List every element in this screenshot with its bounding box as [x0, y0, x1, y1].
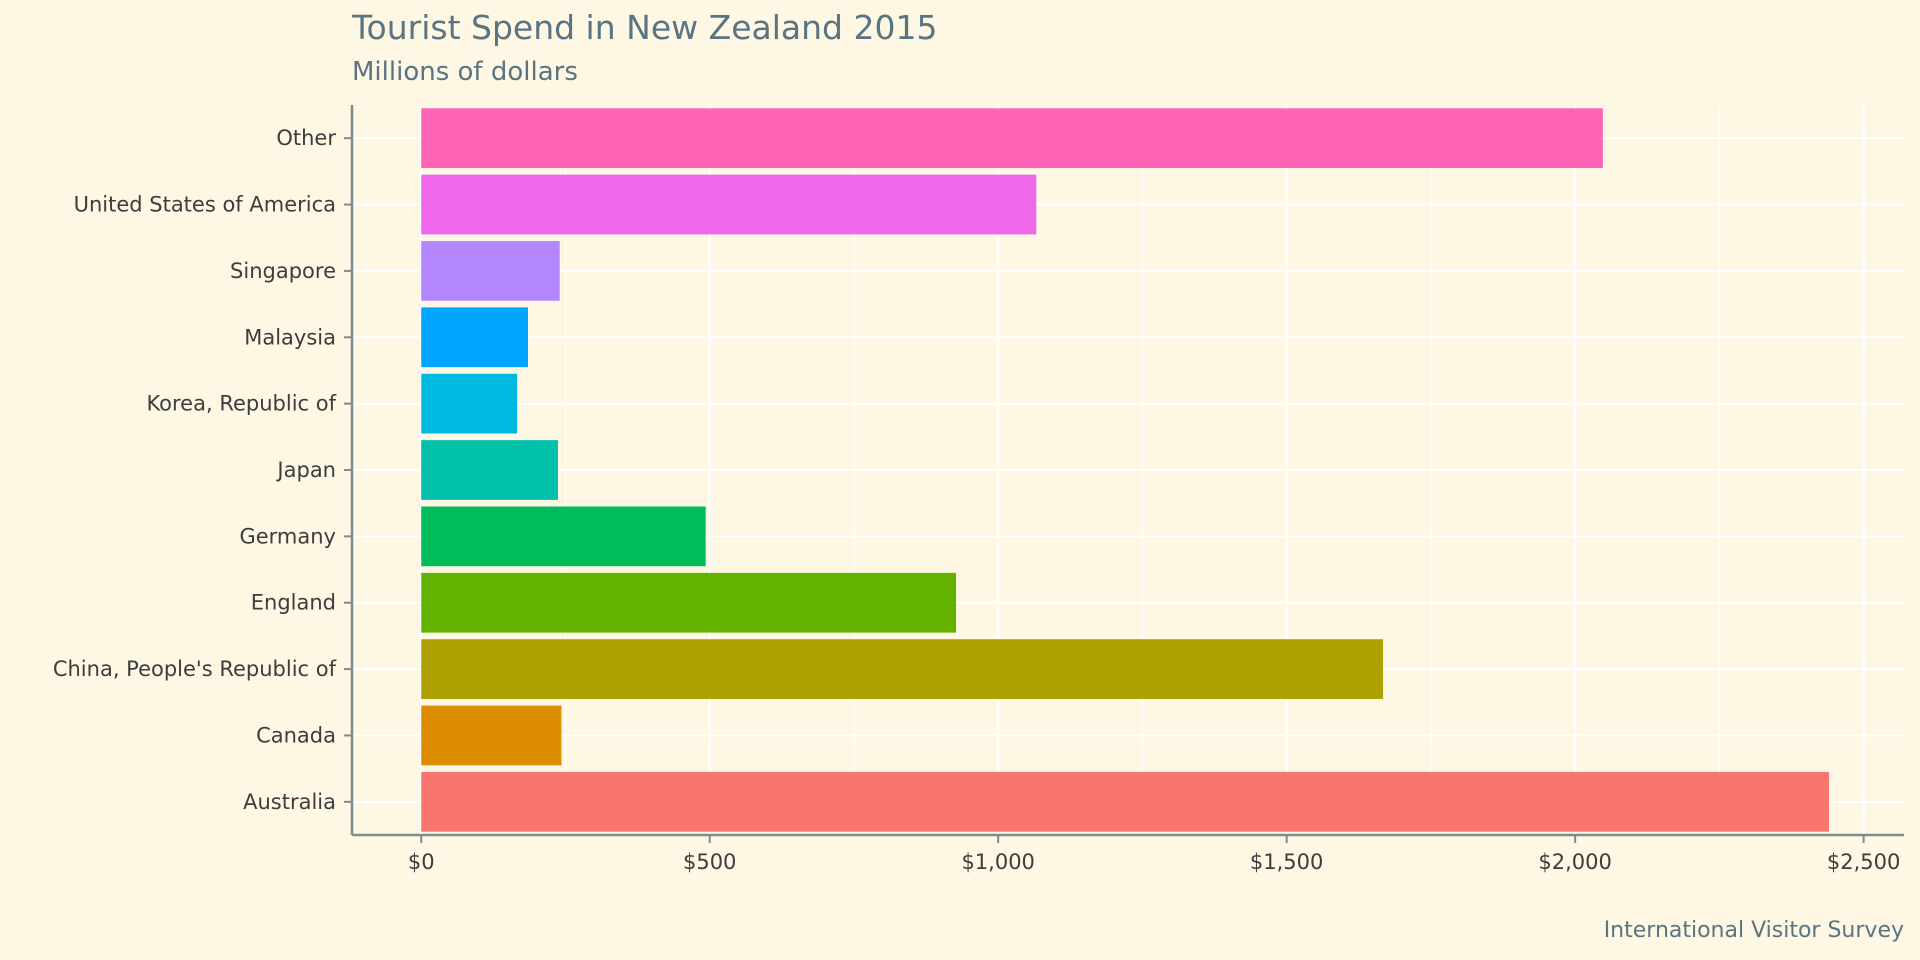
bar-canada — [421, 705, 562, 766]
x-tick-label: $2,000 — [1538, 850, 1611, 874]
bar-england — [421, 572, 957, 633]
chart-title: Tourist Spend in New Zealand 2015 — [352, 8, 938, 47]
x-tick-label: $1,500 — [1250, 850, 1323, 874]
bar-china-people-s-republic-of — [421, 639, 1384, 699]
y-tick-label: Singapore — [230, 259, 336, 283]
chart-caption: International Visitor Survey — [1603, 918, 1904, 943]
y-tick-label: Malaysia — [244, 325, 336, 349]
y-tick-label: China, People's Republic of — [53, 657, 337, 681]
y-tick-label: Japan — [275, 458, 336, 482]
bar-korea-republic-of — [421, 373, 518, 434]
y-tick-label: Australia — [243, 790, 336, 814]
x-tick-label: $500 — [683, 850, 736, 874]
chart-subtitle: Millions of dollars — [352, 57, 578, 87]
y-tick-label: Canada — [256, 723, 336, 747]
y-tick-label: Korea, Republic of — [146, 392, 336, 416]
y-tick-label: Germany — [239, 524, 336, 548]
y-tick-label: Other — [276, 126, 336, 150]
bar-australia — [421, 771, 1829, 832]
x-tick-label: $1,000 — [961, 850, 1034, 874]
bar-other — [421, 108, 1603, 169]
x-tick-label: $0 — [408, 850, 435, 874]
bar-united-states-of-america — [421, 174, 1037, 235]
y-tick-label: United States of America — [74, 193, 336, 217]
bar-germany — [421, 506, 706, 567]
bar-malaysia — [421, 307, 528, 368]
bar-japan — [421, 440, 558, 500]
y-tick-label: England — [251, 591, 336, 615]
bar-singapore — [421, 241, 560, 301]
x-tick-label: $2,500 — [1827, 850, 1900, 874]
